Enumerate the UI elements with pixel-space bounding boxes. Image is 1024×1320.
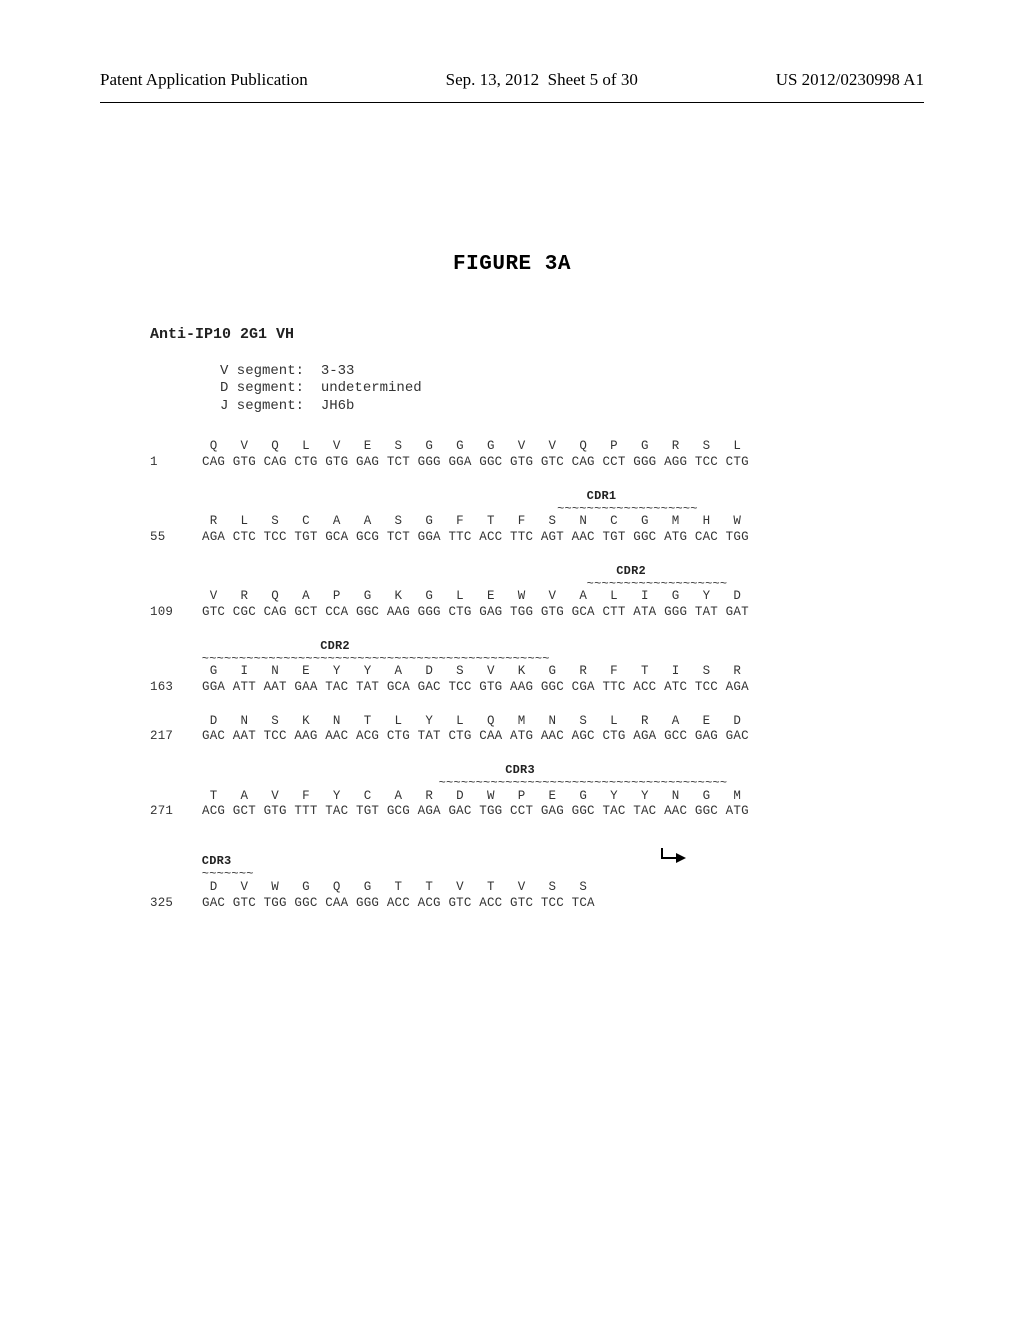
segment-info: V segment: 3-33 D segment: undetermined … xyxy=(220,363,924,416)
amino-acid-line: D N S K N T L Y L Q M N S L R A E D xyxy=(150,714,924,730)
header-publication: Patent Application Publication xyxy=(100,70,308,90)
header-sheet: Sheet 5 of 30 xyxy=(548,70,638,89)
nucleotide-line: 1CAG GTG CAG CTG GTG GAG TCT GGG GGA GGC… xyxy=(150,455,924,471)
sequence-row: D N S K N T L Y L Q M N S L R A E D 217G… xyxy=(150,714,924,745)
position-number: 55 xyxy=(150,530,202,546)
nucleotide-line: 55AGA CTC TCC TGT GCA GCG TCT GGA TTC AC… xyxy=(150,530,924,546)
cdr-label: CDR3 xyxy=(150,854,924,869)
position-number: 163 xyxy=(150,680,202,696)
cdr-tilde: ~~~~~~~~~~~~~~~~~~~ xyxy=(150,504,924,515)
nucleotide-line: 217GAC AAT TCC AAG AAC ACG CTG TAT CTG C… xyxy=(150,729,924,745)
position-number: 217 xyxy=(150,729,202,745)
amino-acid-line: R L S C A A S G F T F S N C G M H W xyxy=(150,514,924,530)
header-date: Sep. 13, 2012 xyxy=(446,70,540,89)
nucleotide-line: 271ACG GCT GTG TTT TAC TGT GCG AGA GAC T… xyxy=(150,804,924,820)
position-number: 325 xyxy=(150,896,202,912)
sequence-title: Anti-IP10 2G1 VH xyxy=(150,326,924,345)
sequence-row: CDR3 ~~~~~~~ D V W G Q G T T V T V S S 3… xyxy=(150,854,924,911)
header-date-sheet: Sep. 13, 2012 Sheet 5 of 30 xyxy=(446,70,638,90)
amino-acid-line: G I N E Y Y A D S V K G R F T I S R xyxy=(150,664,924,680)
page-header: Patent Application Publication Sep. 13, … xyxy=(100,70,924,103)
j-segment: J segment: JH6b xyxy=(220,398,924,416)
patent-page: Patent Application Publication Sep. 13, … xyxy=(0,0,1024,911)
position-number: 271 xyxy=(150,804,202,820)
amino-acid-line: D V W G Q G T T V T V S S xyxy=(150,880,924,896)
sequence-listing: Anti-IP10 2G1 VH V segment: 3-33 D segme… xyxy=(150,326,924,911)
position-number: 1 xyxy=(150,455,202,471)
v-segment: V segment: 3-33 xyxy=(220,363,924,381)
amino-acid-line: V R Q A P G K G L E W V A L I G Y D xyxy=(150,589,924,605)
header-pubnum: US 2012/0230998 A1 xyxy=(776,70,924,90)
figure-title: FIGURE 3A xyxy=(100,253,924,276)
sequence-row: CDR2 ~~~~~~~~~~~~~~~~~~~~~~~~~~~~~~~~~~~… xyxy=(150,639,924,696)
nucleotide-line: 163GGA ATT AAT GAA TAC TAT GCA GAC TCC G… xyxy=(150,680,924,696)
cdr-tilde: ~~~~~~~ xyxy=(150,869,924,880)
position-number: 109 xyxy=(150,605,202,621)
sequence-rows: Q V Q L V E S G G G V V Q P G R S L 1CAG… xyxy=(150,439,924,911)
sequence-row: CDR2 ~~~~~~~~~~~~~~~~~~~ V R Q A P G K G… xyxy=(150,564,924,621)
sequence-row: CDR3 ~~~~~~~~~~~~~~~~~~~~~~~~~~~~~~~~~~~… xyxy=(150,763,924,836)
cdr-tilde: ~~~~~~~~~~~~~~~~~~~ xyxy=(150,579,924,590)
sequence-row: Q V Q L V E S G G G V V Q P G R S L 1CAG… xyxy=(150,439,924,470)
sequence-row: CDR1 ~~~~~~~~~~~~~~~~~~~ R L S C A A S G… xyxy=(150,489,924,546)
nucleotide-line: 109GTC CGC CAG GCT CCA GGC AAG GGG CTG G… xyxy=(150,605,924,621)
amino-acid-line: Q V Q L V E S G G G V V Q P G R S L xyxy=(150,439,924,455)
nucleotide-line: 325GAC GTC TGG GGC CAA GGG ACC ACG GTC A… xyxy=(150,896,924,912)
cdr-tilde: ~~~~~~~~~~~~~~~~~~~~~~~~~~~~~~~~~~~~~~~~… xyxy=(150,654,924,665)
d-segment: D segment: undetermined xyxy=(220,380,924,398)
cdr-tilde: ~~~~~~~~~~~~~~~~~~~~~~~~~~~~~~~~~~~~~~~ xyxy=(150,778,924,789)
amino-acid-line: T A V F Y C A R D W P E G Y Y N G M xyxy=(150,789,924,805)
